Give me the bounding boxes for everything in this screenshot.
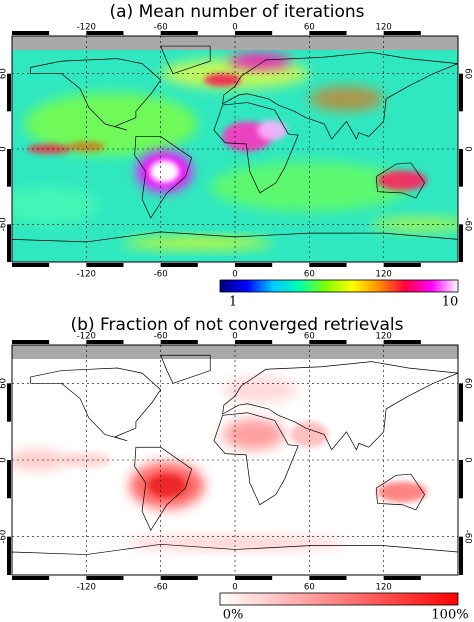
y-tick-label-left: -60: [0, 217, 9, 231]
x-tick-label-bottom: 0: [232, 583, 237, 593]
colorbar: [219, 279, 459, 293]
x-tick-label-bottom: 0: [232, 270, 237, 280]
colorbar-min-label: 1: [229, 295, 237, 310]
y-tick-label-left: 60: [0, 378, 9, 389]
coastline: [160, 354, 211, 384]
x-tick-label-top: -120: [77, 332, 96, 342]
panel-title: (b) Fraction of not converged retrievals: [71, 315, 404, 335]
map: [12, 36, 458, 262]
coastline: [375, 162, 425, 199]
y-tick-label-left: 0: [0, 457, 9, 462]
coastline: [134, 446, 193, 532]
colorbar: [219, 592, 459, 606]
x-tick-label-bottom: 60: [304, 270, 315, 280]
coastline: [213, 412, 299, 506]
coastline: [222, 361, 458, 451]
x-tick-label-top: 60: [304, 332, 315, 342]
coastline: [134, 136, 193, 219]
x-tick-label-top: -60: [154, 23, 168, 33]
field-blob: [377, 481, 428, 503]
panel: (b) Fraction of not converged retrievals…: [0, 315, 473, 622]
field-blob: [222, 419, 285, 450]
field-blob: [371, 216, 458, 232]
field-blob: [377, 170, 428, 191]
y-tick-label-right: 0: [463, 146, 473, 151]
field-blob: [222, 376, 297, 403]
coastline: [30, 367, 162, 442]
x-tick-label-bottom: 120: [376, 583, 392, 593]
y-tick-label-left: 0: [0, 146, 9, 151]
x-tick-label-top: 120: [376, 332, 392, 342]
y-tick-label-right: 60: [463, 68, 473, 79]
x-tick-label-bottom: -60: [154, 583, 168, 593]
field-blob: [149, 160, 180, 183]
x-tick-label-bottom: -60: [154, 270, 168, 280]
colorbar-max-label: 10: [442, 295, 459, 310]
coastline: [160, 45, 211, 75]
x-tick-label-bottom: -120: [77, 270, 96, 280]
field-blob: [26, 143, 72, 155]
field-blob: [123, 236, 273, 250]
y-tick-label-right: -60: [463, 217, 473, 231]
coastline: [213, 102, 299, 194]
field-blob: [24, 92, 198, 156]
x-tick-label-top: 0: [232, 23, 237, 33]
field-blob: [309, 86, 384, 112]
coastline: [30, 58, 162, 131]
x-tick-label-top: -120: [77, 23, 96, 33]
y-tick-label-left: -60: [0, 530, 9, 544]
coastline: [12, 543, 458, 575]
colorbar-max-label: 100%: [431, 608, 468, 622]
field-blob: [12, 186, 99, 225]
x-tick-label-bottom: 60: [304, 583, 315, 593]
panel: (a) Mean number of iterations -120 -120 -60…: [0, 2, 473, 310]
coastline: [12, 231, 458, 262]
x-tick-label-top: -60: [154, 332, 168, 342]
y-tick-label-right: -60: [463, 530, 473, 544]
field-blob: [290, 421, 328, 448]
x-tick-label-top: 120: [376, 23, 392, 33]
y-tick-label-right: 0: [463, 457, 473, 462]
field-blob: [204, 73, 242, 87]
coastline: [222, 51, 458, 140]
x-tick-label-bottom: -120: [77, 583, 96, 593]
y-tick-label-left: 60: [0, 68, 9, 79]
x-tick-label-top: 60: [304, 23, 315, 33]
field-blob: [257, 120, 288, 141]
field-blob: [228, 53, 291, 69]
field-blob: [123, 536, 347, 550]
colorbar-min-label: 0%: [223, 608, 244, 622]
x-tick-label-bottom: 120: [376, 270, 392, 280]
field-blob: [12, 449, 68, 471]
coastline: [375, 473, 425, 511]
panel-title: (a) Mean number of iterations: [109, 2, 364, 22]
x-tick-label-top: 0: [232, 332, 237, 342]
y-tick-label-right: 60: [463, 378, 473, 389]
field-blob: [148, 474, 186, 498]
